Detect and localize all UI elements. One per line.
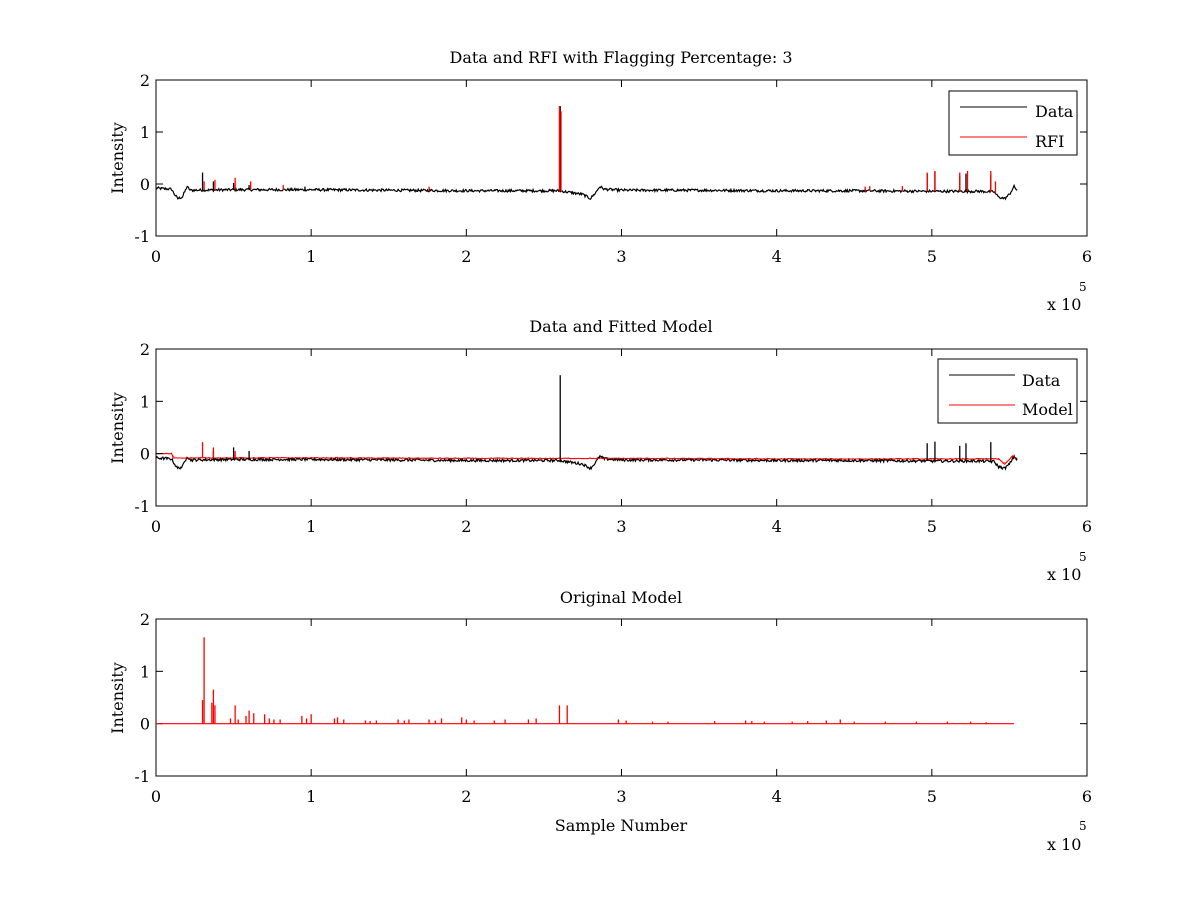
subplot-title: Original Model — [560, 588, 682, 607]
x-tick-label: 2 — [461, 247, 471, 266]
x-tick-label: 0 — [151, 247, 161, 266]
x-tick-label: 6 — [1082, 517, 1092, 536]
x-tick-label: 3 — [616, 247, 626, 266]
series-line-data — [155, 183, 1018, 201]
y-tick-label: 0 — [140, 175, 150, 194]
x-tick-label: 2 — [461, 517, 471, 536]
legend-label-rfi: RFI — [1035, 132, 1064, 151]
x-tick-label: 3 — [616, 787, 626, 806]
subplot-title: Data and RFI with Flagging Percentage: 3 — [449, 48, 792, 67]
x-tick-label: 1 — [306, 517, 316, 536]
y-tick-label: 0 — [140, 715, 150, 734]
x-multiplier-exponent: 5 — [1079, 819, 1087, 833]
subplot-model: Data and Fitted Model Intensity x 10 5 D… — [108, 317, 1092, 584]
series-line-data — [155, 453, 1018, 471]
x-tick-label: 2 — [461, 787, 471, 806]
legend-label-data: Data — [1035, 102, 1074, 121]
y-tick-label: 2 — [140, 340, 150, 359]
legend-box — [937, 358, 1078, 424]
legend: Data Model — [937, 358, 1078, 424]
x-tick-label: 1 — [306, 787, 316, 806]
x-tick-label: 5 — [927, 517, 937, 536]
x-multiplier-exponent: 5 — [1079, 280, 1087, 294]
y-tick-label: 2 — [140, 610, 150, 629]
legend-box — [948, 90, 1078, 156]
x-tick-label: 5 — [927, 787, 937, 806]
x-multiplier-label: x 10 — [1047, 565, 1081, 584]
subplot-original-model: Original Model Intensity Sample Number x… — [108, 588, 1092, 854]
x-multiplier-label: x 10 — [1047, 295, 1081, 314]
x-multiplier-label: x 10 — [1047, 835, 1081, 854]
y-axis-label: Intensity — [108, 122, 127, 194]
y-tick-label: 2 — [140, 71, 150, 90]
legend-label-data: Data — [1022, 371, 1061, 390]
x-tick-label: 6 — [1082, 247, 1092, 266]
subplot-title: Data and Fitted Model — [529, 317, 712, 336]
series-line-model-overlay — [156, 453, 1016, 464]
x-tick-label: 0 — [151, 517, 161, 536]
y-tick-label: -1 — [134, 227, 150, 246]
x-tick-label: 1 — [306, 247, 316, 266]
legend-label-model: Model — [1022, 400, 1073, 419]
y-axis-label: Intensity — [108, 392, 127, 464]
y-axis-label: Intensity — [108, 662, 127, 734]
x-tick-label: 4 — [772, 787, 782, 806]
y-tick-label: -1 — [134, 497, 150, 516]
y-tick-label: 1 — [140, 123, 150, 142]
x-tick-label: 0 — [151, 787, 161, 806]
y-tick-label: 1 — [140, 392, 150, 411]
x-tick-label: 3 — [616, 517, 626, 536]
y-tick-label: 1 — [140, 662, 150, 681]
x-tick-label: 4 — [772, 517, 782, 536]
x-tick-label: 5 — [927, 247, 937, 266]
y-tick-label: -1 — [134, 767, 150, 786]
x-tick-label: 4 — [772, 247, 782, 266]
subplot-rfi: Data and RFI with Flagging Percentage: 3… — [108, 48, 1092, 314]
x-axis-label: Sample Number — [555, 816, 688, 835]
x-tick-label: 6 — [1082, 787, 1092, 806]
y-tick-label: 0 — [140, 445, 150, 464]
legend: Data RFI — [948, 90, 1078, 156]
x-multiplier-exponent: 5 — [1079, 550, 1087, 564]
